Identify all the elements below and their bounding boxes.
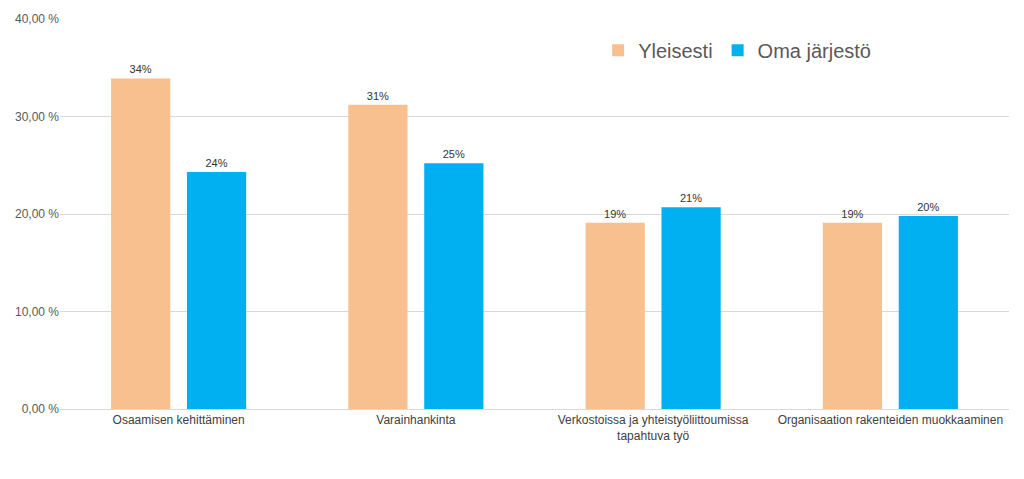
svg-text:31%: 31% (367, 90, 389, 102)
svg-text:40,00 %: 40,00 % (15, 12, 59, 26)
svg-text:19%: 19% (604, 208, 626, 220)
svg-text:Osaamisen kehittäminen: Osaamisen kehittäminen (113, 413, 245, 427)
svg-text:20%: 20% (917, 201, 939, 213)
svg-text:Organisaation rakenteiden muok: Organisaation rakenteiden muokkaaminen (778, 413, 1003, 427)
svg-text:24%: 24% (205, 157, 227, 169)
svg-text:30,00 %: 30,00 % (15, 110, 59, 124)
svg-text:10,00 %: 10,00 % (15, 305, 59, 319)
svg-text:0,00 %: 0,00 % (22, 402, 60, 416)
svg-text:Oma järjestö: Oma järjestö (758, 40, 871, 62)
svg-text:19%: 19% (841, 208, 863, 220)
svg-text:20,00 %: 20,00 % (15, 207, 59, 221)
svg-text:Varainhankinta: Varainhankinta (376, 413, 455, 427)
svg-text:Yleisesti: Yleisesti (638, 40, 712, 62)
svg-text:34%: 34% (130, 63, 152, 75)
svg-text:Verkostoissa ja yhteistyöliitt: Verkostoissa ja yhteistyöliittoumissatap… (558, 413, 749, 443)
svg-text:21%: 21% (680, 192, 702, 204)
svg-text:25%: 25% (443, 148, 465, 160)
